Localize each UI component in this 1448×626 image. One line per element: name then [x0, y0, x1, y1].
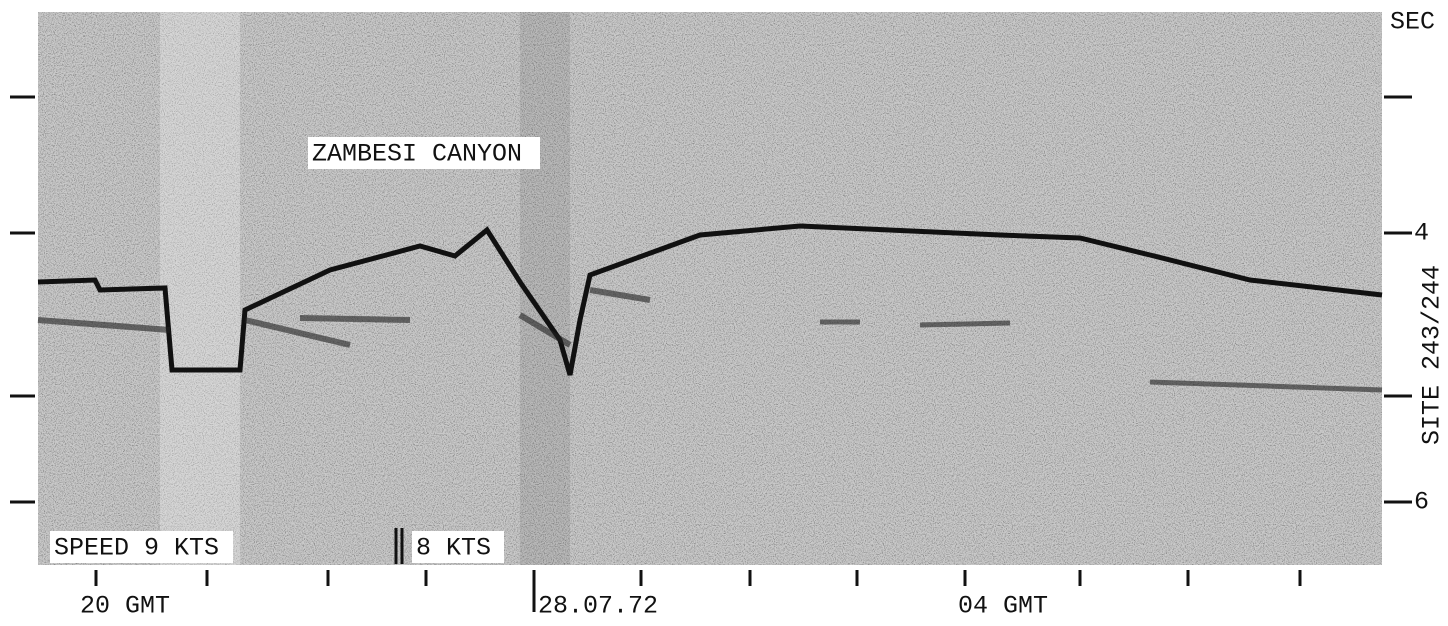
label-box	[412, 531, 504, 563]
time-label: 20 GMT	[80, 592, 170, 621]
left-ticks	[10, 95, 35, 504]
speed-label: 8 KTS	[416, 534, 491, 563]
depth-label: 6	[1414, 488, 1429, 517]
unit-label: SEC	[1390, 8, 1435, 37]
record-noise	[38, 12, 1382, 565]
light-band	[160, 12, 240, 565]
seafloor-reflector	[37, 223, 1383, 376]
bottom-ticks	[94, 570, 1302, 612]
dark-band	[520, 12, 570, 565]
sub-bottom-reflectors	[37, 287, 651, 348]
right-ticks	[1384, 95, 1412, 504]
date-label: 28.07.72	[538, 592, 658, 621]
deep-reflectors	[820, 319, 1383, 393]
site-label: SITE 243/244	[1418, 265, 1447, 445]
feature-label: ZAMBESI CANYON	[312, 140, 522, 169]
time-label: 04 GMT	[958, 592, 1048, 621]
label-box	[50, 531, 233, 563]
speed-label: SPEED 9 KTS	[54, 534, 219, 563]
label-box	[308, 137, 540, 169]
depth-label: 4	[1414, 219, 1429, 248]
